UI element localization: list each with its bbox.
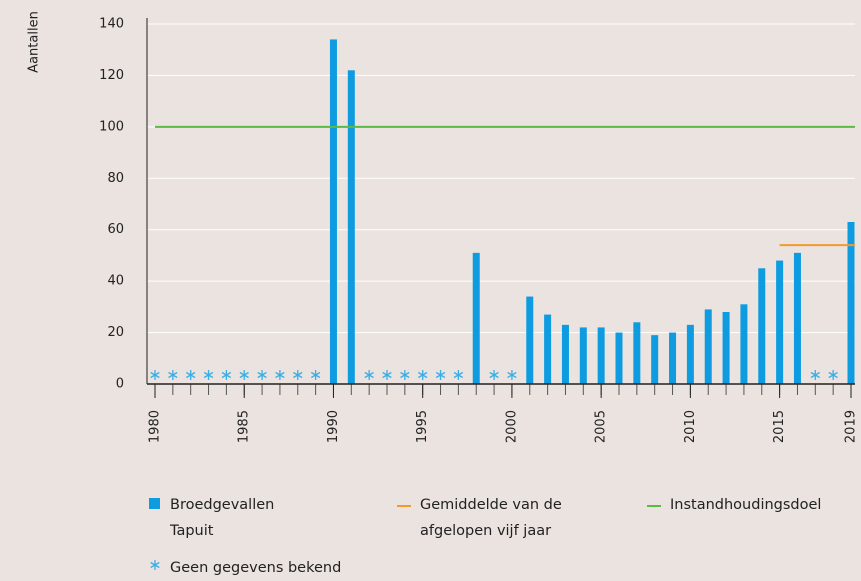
bar (669, 332, 677, 384)
bar (329, 39, 337, 385)
y-tick-label: 100 (99, 119, 124, 134)
y-tick-label: 60 (107, 222, 124, 237)
no-data-star (310, 370, 321, 380)
x-tick-label: 2015 (772, 410, 787, 443)
no-data-star (168, 370, 178, 380)
y-tick-label: 0 (116, 377, 124, 392)
no-data-star (364, 370, 374, 380)
y-tick-label: 80 (107, 171, 124, 186)
legend-target: Instandhoudingsdoel (670, 497, 822, 513)
bar (722, 312, 730, 384)
bar (633, 322, 641, 384)
legend-no-data: Geen gegevens bekend (170, 560, 342, 576)
y-tick-label: 20 (107, 325, 124, 340)
bar (472, 252, 480, 384)
no-data-star (507, 370, 517, 380)
no-data-star (239, 370, 249, 380)
legend-average: Gemiddelde van de afgelopen vijf jaar (420, 497, 562, 539)
y-tick-label: 120 (99, 68, 124, 83)
bar (526, 296, 534, 384)
bar (597, 327, 605, 384)
y-axis-label: Aantallen (27, 11, 42, 73)
no-data-star (828, 370, 838, 380)
x-tick-label: 2000 (504, 410, 519, 443)
no-data-star (418, 370, 428, 380)
legend-star (150, 560, 160, 570)
no-data-star (453, 370, 464, 380)
bar (740, 304, 748, 384)
no-data-star (810, 370, 820, 380)
legend-bars: Broedgevallen Tapuit (170, 497, 275, 539)
no-data-star (203, 370, 214, 380)
no-data-star (186, 370, 196, 380)
bar (847, 222, 855, 384)
no-data-star (293, 370, 303, 380)
no-data-star (489, 370, 499, 380)
bar (704, 309, 712, 384)
bar (686, 324, 694, 384)
no-data-star (275, 370, 285, 380)
bar (758, 268, 766, 384)
no-data-star (382, 370, 392, 380)
y-tick-label: 140 (99, 17, 124, 32)
no-data-star (257, 370, 267, 380)
no-data-star (400, 370, 410, 380)
bar (561, 324, 569, 384)
x-tick-label: 2019 (844, 410, 859, 443)
bar (615, 332, 623, 384)
no-data-star (150, 370, 160, 380)
legend-swatch (149, 498, 160, 509)
bar (793, 252, 801, 384)
x-tick-label: 2005 (594, 410, 609, 443)
x-tick-label: 1980 (148, 410, 163, 443)
y-tick-label: 40 (107, 274, 124, 289)
bar (651, 335, 659, 384)
bar (544, 314, 552, 384)
no-data-star (435, 370, 446, 380)
x-tick-label: 1990 (326, 410, 341, 443)
x-tick-label: 1995 (415, 410, 430, 443)
bar (776, 260, 784, 384)
no-data-star (221, 370, 232, 380)
x-tick-label: 1985 (237, 410, 252, 443)
bar (347, 70, 355, 385)
bar (579, 327, 587, 384)
x-tick-label: 2010 (683, 410, 698, 443)
